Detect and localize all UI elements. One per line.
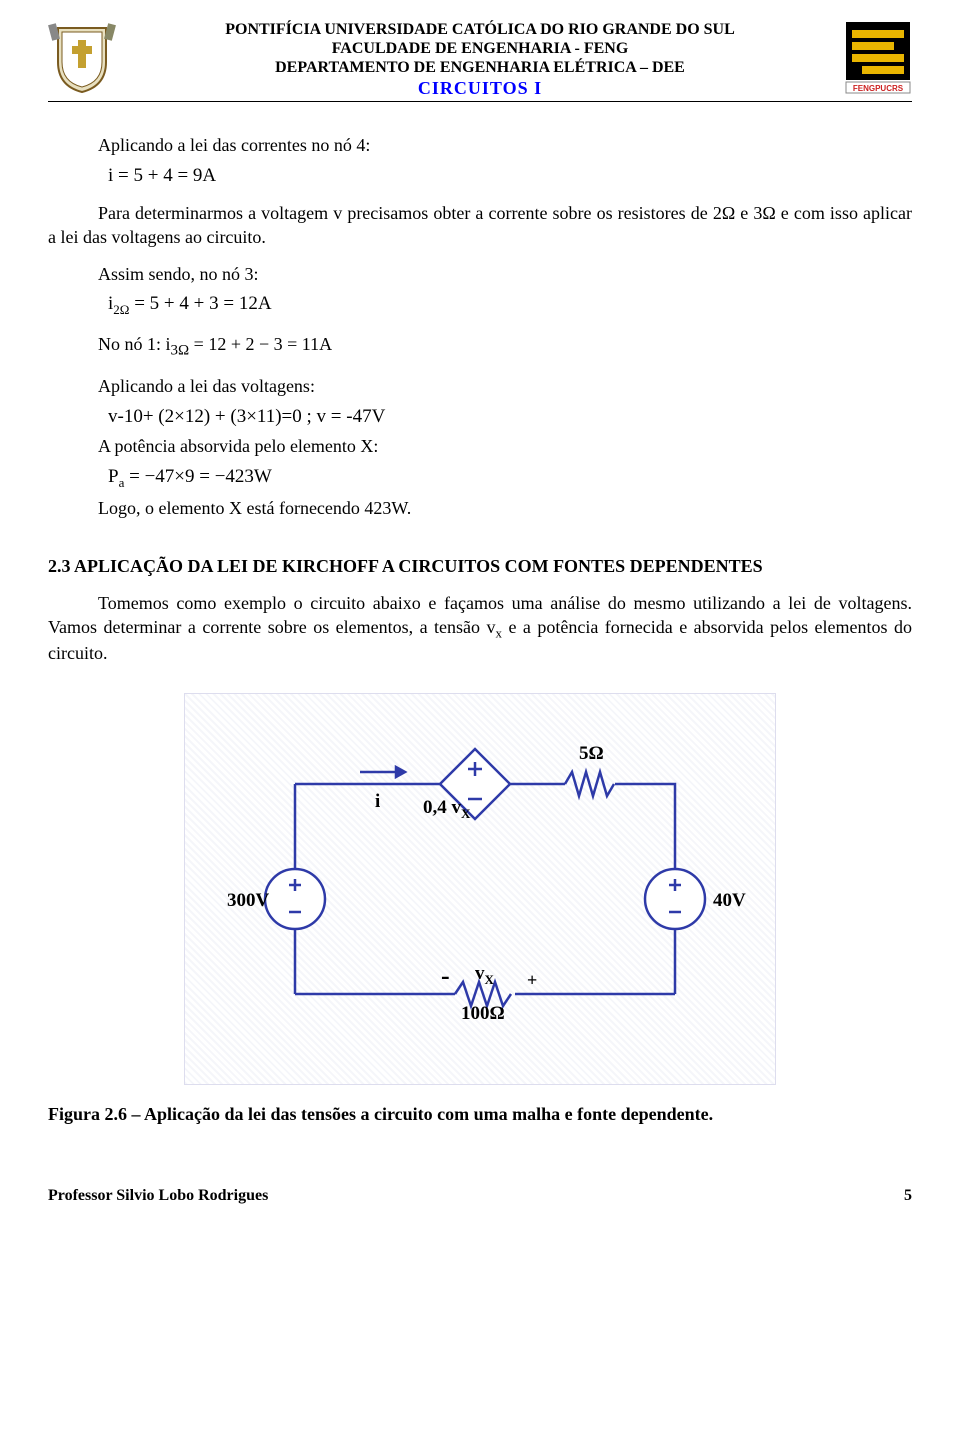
document-body: Aplicando a lei das correntes no nó 4: i… xyxy=(48,134,912,1127)
p1: Aplicando a lei das correntes no nó 4: xyxy=(98,134,912,157)
page-footer: Professor Silvio Lobo Rodrigues 5 xyxy=(48,1187,912,1205)
p2: Para determinarmos a voltagem v precisam… xyxy=(48,202,912,249)
section-title: 2.3 APLICAÇÃO DA LEI DE KIRCHOFF A CIRCU… xyxy=(48,555,912,578)
page-header: PONTIFÍCIA UNIVERSIDADE CATÓLICA DO RIO … xyxy=(48,20,912,102)
p3: Assim sendo, no nó 3: xyxy=(98,263,912,286)
equation-2: i2Ω = 5 + 4 + 3 = 12A xyxy=(108,292,912,319)
p5: Aplicando a lei das voltagens: xyxy=(98,375,912,398)
svg-text:+: + xyxy=(527,970,537,990)
header-titles: PONTIFÍCIA UNIVERSIDADE CATÓLICA DO RIO … xyxy=(128,20,832,99)
svg-text:FENGPUCRS: FENGPUCRS xyxy=(853,84,904,93)
circuit-diagram: - + 5Ω i 0,4 vX 300V 40V vX 100Ω xyxy=(184,693,776,1085)
label-vx: vX xyxy=(475,962,494,989)
p6: A potência absorvida pelo elemento X: xyxy=(98,435,912,458)
header-line-3: DEPARTAMENTO DE ENGENHARIA ELÉTRICA – DE… xyxy=(128,58,832,77)
svg-text:-: - xyxy=(441,961,450,990)
label-r-top: 5Ω xyxy=(579,742,604,767)
label-i: i xyxy=(375,790,380,815)
university-crest-icon xyxy=(48,20,116,95)
label-dep-source: 0,4 vX xyxy=(423,796,470,823)
header-line-2: FACULDADE DE ENGENHARIA - FENG xyxy=(128,39,832,58)
label-r-bot: 100Ω xyxy=(461,1002,505,1027)
p8: Tomemos como exemplo o circuito abaixo e… xyxy=(48,592,912,665)
equation-4: Pa = −47×9 = −423W xyxy=(108,465,912,492)
header-line-4: CIRCUITOS I xyxy=(128,78,832,100)
footer-page-number: 5 xyxy=(904,1187,912,1205)
footer-author: Professor Silvio Lobo Rodrigues xyxy=(48,1187,268,1205)
label-v-right: 40V xyxy=(713,889,746,914)
equation-3: v-10+ (2×12) + (3×11)=0 ; v = -47V xyxy=(108,405,912,430)
feng-logo-icon: FENGPUCRS xyxy=(844,20,912,95)
label-v-left: 300V xyxy=(227,889,269,914)
header-line-1: PONTIFÍCIA UNIVERSIDADE CATÓLICA DO RIO … xyxy=(128,20,832,39)
p7: Logo, o elemento X está fornecendo 423W. xyxy=(98,497,912,520)
p4: No nó 1: i3Ω = 12 + 2 − 3 = 11A xyxy=(98,333,912,361)
figure-caption: Figura 2.6 – Aplicação da lei das tensõe… xyxy=(48,1103,912,1126)
equation-1: i = 5 + 4 = 9A xyxy=(108,164,912,189)
